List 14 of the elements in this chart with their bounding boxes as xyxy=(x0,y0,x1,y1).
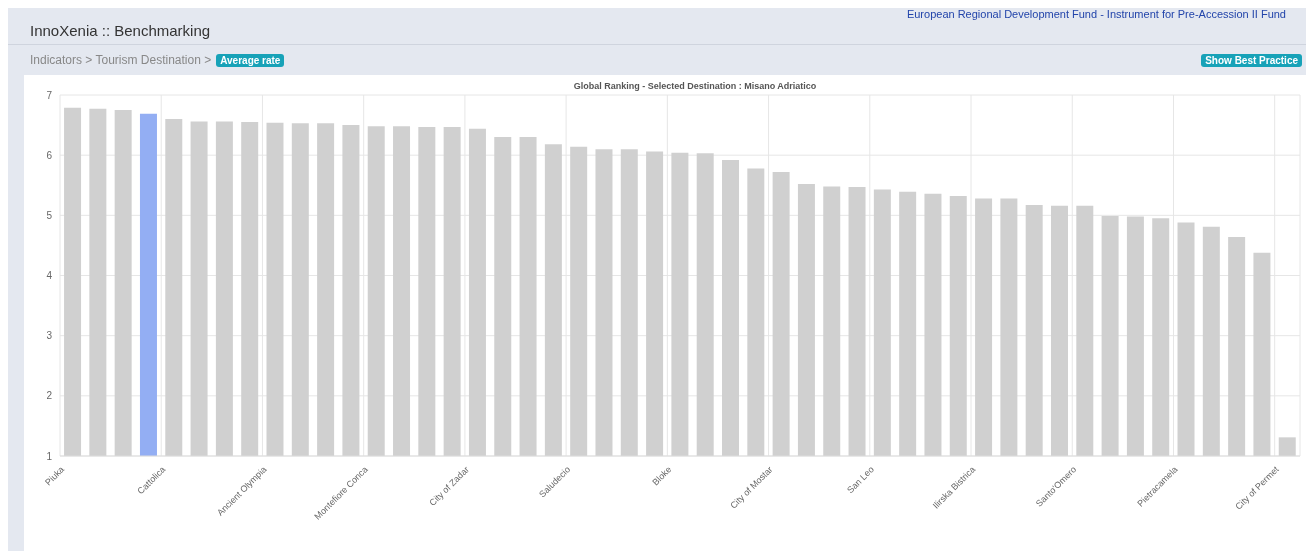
y-tick-label: 7 xyxy=(46,89,53,101)
text: Average rate xyxy=(216,53,285,67)
y-tick-label: 5 xyxy=(46,209,53,221)
y-tick-label: 6 xyxy=(46,149,53,161)
text: Show Best Practice xyxy=(1201,53,1302,67)
text: European Regional Development Fund - Instrument for Pre-Accession II Fund xyxy=(905,8,1287,22)
y-tick-label: 1 xyxy=(46,450,53,462)
y-tick-label: 3 xyxy=(46,330,53,342)
x-tick-label: San Leo xyxy=(845,464,876,496)
y-tick-label: 2 xyxy=(46,390,53,402)
y-tick-label: 4 xyxy=(46,270,53,282)
text: InnoXenia :: Benchmarking xyxy=(8,22,1306,45)
text: Indicators > Tourism Destination > xyxy=(30,53,212,67)
chart-title: Global Ranking - Selected Destination : Misano Adriatico xyxy=(572,80,818,91)
